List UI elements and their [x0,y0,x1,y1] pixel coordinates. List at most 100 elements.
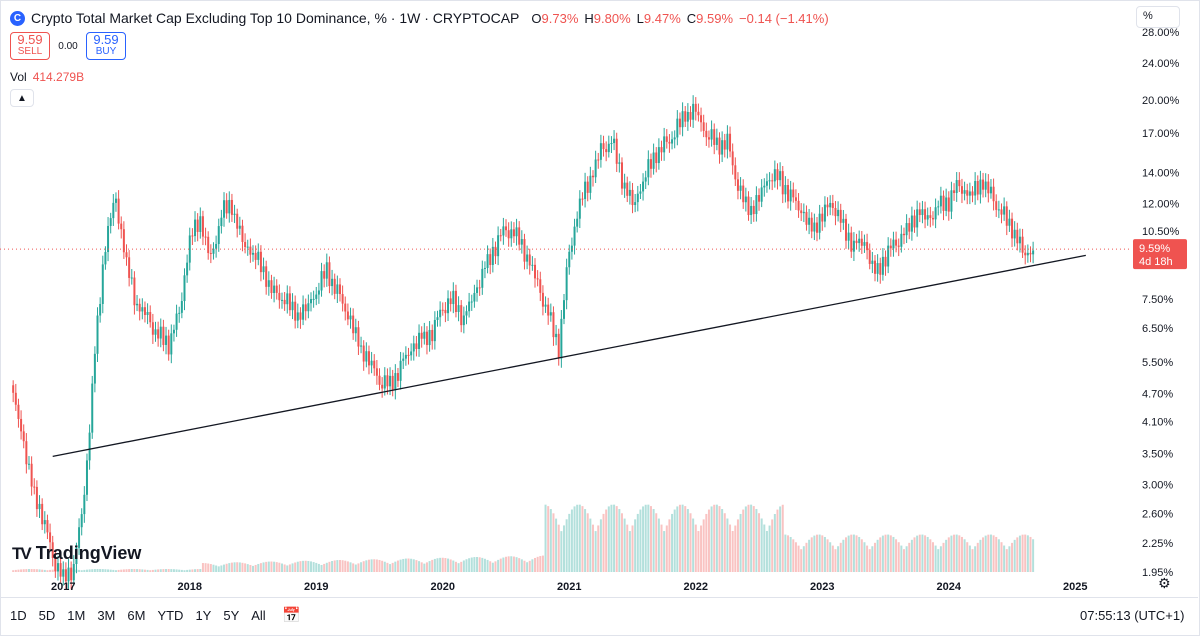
volume-bar [423,563,426,572]
range-button-ytd[interactable]: YTD [157,608,184,623]
volume-bar [866,545,869,572]
candle-body [942,195,945,211]
time-axis[interactable]: 2017 2018 2019 2020 2021 2022 2023 2024 2025 [51,581,1088,593]
candle-body [510,229,513,239]
volume-bar [523,560,526,572]
candle-body [850,232,853,252]
candle-body [929,215,932,218]
candle-body [88,432,91,461]
clock-readout[interactable]: 07:55:13 (UTC+1) [1080,608,1185,623]
candle-body [212,248,215,254]
candle-body [602,143,605,150]
volume-bar [367,559,370,572]
percent-scale-button[interactable]: % [1136,6,1180,28]
range-button-1d[interactable]: 1D [10,608,27,623]
candle-body [201,216,204,237]
candle-body [433,319,436,342]
candle-body [523,239,526,262]
candle-body [805,211,808,225]
candle-body [657,147,660,164]
candle-body [22,431,25,442]
volume-bar [120,569,123,572]
candle-body [325,262,328,279]
volume-bar [291,563,294,572]
trendline-layer[interactable] [52,254,1086,458]
volume-bar [299,561,302,572]
candle-body [246,246,249,248]
range-button-5y[interactable]: 5Y [223,608,240,623]
candle-body [136,303,139,306]
range-button-1m[interactable]: 1M [67,608,86,623]
candle-body [916,209,919,228]
volume-bar [136,569,139,572]
volume-bar [918,534,921,572]
volume-bar [736,519,739,572]
volume-bar [531,559,534,572]
candle-body [729,133,732,152]
volume-bar [821,535,824,572]
sell-button[interactable]: 9.59 SELL [10,32,50,60]
volume-bar [17,569,20,572]
volume-bar [534,557,537,572]
volume-bar [460,561,463,572]
candle-body [871,260,874,264]
axis-settings-gear-icon[interactable]: ⚙ [1158,575,1171,591]
candle-body [59,563,62,577]
candle-body [557,333,560,359]
range-button-1y[interactable]: 1Y [195,608,212,623]
volume-bar [236,562,239,572]
candle-body [631,189,634,206]
volume-bar [30,569,33,572]
buy-button[interactable]: 9.59 BUY [86,32,126,60]
price-axis[interactable]: 28.00% 24.00% 20.00% 17.00% 14.00% 12.00% 10.5… [1142,27,1180,579]
volume-bar [486,559,489,572]
volume-bar [897,542,900,572]
candle-body [476,287,479,293]
candle-body [199,216,202,232]
support-trendline[interactable] [52,254,1086,458]
candle-body [771,180,774,182]
candle-body [1005,206,1008,226]
price-badge-value: 9.59% [1139,243,1170,255]
calendar-icon[interactable]: 📅 [282,607,301,624]
candle-body [25,441,28,465]
volume-bar [660,524,663,572]
y-tick-label: 4.70% [1142,389,1173,401]
volume-bar [1000,542,1003,572]
chart-title[interactable]: Crypto Total Market Cap Excluding Top 10… [31,10,520,26]
volume-bar [684,506,687,572]
candle-body [494,246,497,257]
candle-body [744,196,747,203]
collapse-legend-button[interactable]: ▲ [10,89,34,107]
volume-bar [167,569,170,572]
candle-body [1013,229,1016,239]
volume-bar [723,513,726,572]
volume-bar [336,560,339,572]
candle-body [837,209,840,217]
volume-bar [937,549,940,572]
volume-bar [563,525,565,572]
volume-bar [942,542,945,572]
range-button-5d[interactable]: 5D [38,608,56,623]
volume-bar [22,569,25,572]
candle-body [845,218,847,241]
volume-bar [304,560,307,572]
range-button-6m[interactable]: 6M [127,608,146,623]
volume-bar [924,535,927,572]
candle-body [491,246,494,265]
range-button-all[interactable]: All [251,608,266,623]
range-button-3m[interactable]: 3M [97,608,116,623]
candle-body [220,217,223,227]
volume-bar [905,546,908,572]
volume-legend[interactable]: Vol 414.279B [10,70,84,84]
volume-bar [489,561,492,572]
candle-body [963,190,966,194]
volume-bar [1029,536,1032,572]
candle-body [758,195,761,202]
chart-header: C Crypto Total Market Cap Excluding Top … [10,9,829,27]
volume-bar [779,506,782,572]
spread-value: 0.00 [58,40,78,52]
candle-body [863,242,866,246]
candle-body [217,226,220,245]
